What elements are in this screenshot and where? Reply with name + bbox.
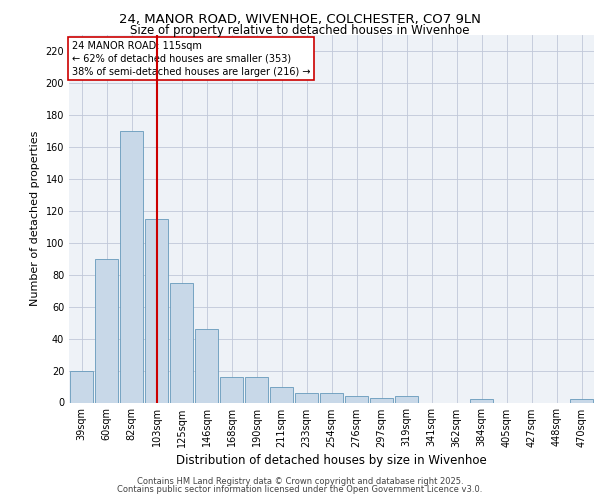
Text: Contains public sector information licensed under the Open Government Licence v3: Contains public sector information licen… (118, 485, 482, 494)
Bar (370, 398, 393, 402)
Bar (195, 329, 218, 402)
Bar (570, 400, 593, 402)
Bar (70, 370, 93, 402)
Bar (345, 396, 368, 402)
Bar (170, 282, 193, 403)
Bar (95, 258, 118, 402)
Text: 24, MANOR ROAD, WIVENHOE, COLCHESTER, CO7 9LN: 24, MANOR ROAD, WIVENHOE, COLCHESTER, CO… (119, 12, 481, 26)
Text: Contains HM Land Registry data © Crown copyright and database right 2025.: Contains HM Land Registry data © Crown c… (137, 477, 463, 486)
Y-axis label: Number of detached properties: Number of detached properties (30, 131, 40, 306)
Bar (245, 377, 268, 402)
Text: Size of property relative to detached houses in Wivenhoe: Size of property relative to detached ho… (130, 24, 470, 37)
Bar (270, 386, 293, 402)
Bar (120, 131, 143, 402)
Bar (320, 393, 343, 402)
Bar (145, 219, 168, 402)
Text: 24 MANOR ROAD: 115sqm
← 62% of detached houses are smaller (353)
38% of semi-det: 24 MANOR ROAD: 115sqm ← 62% of detached … (71, 40, 310, 77)
Bar (470, 400, 493, 402)
X-axis label: Distribution of detached houses by size in Wivenhoe: Distribution of detached houses by size … (176, 454, 487, 466)
Bar (220, 377, 243, 402)
Bar (395, 396, 418, 402)
Bar (295, 393, 318, 402)
